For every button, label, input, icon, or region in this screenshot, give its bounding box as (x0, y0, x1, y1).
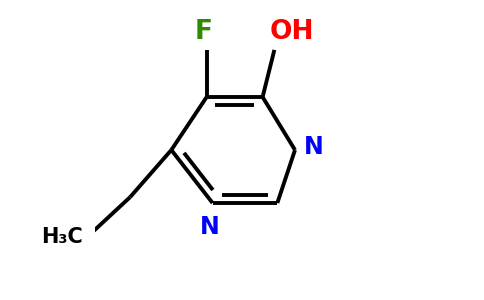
Text: N: N (304, 135, 324, 159)
Text: N: N (200, 215, 219, 239)
Text: OH: OH (270, 20, 314, 46)
Text: F: F (195, 20, 213, 46)
Text: H₃C: H₃C (41, 227, 83, 247)
